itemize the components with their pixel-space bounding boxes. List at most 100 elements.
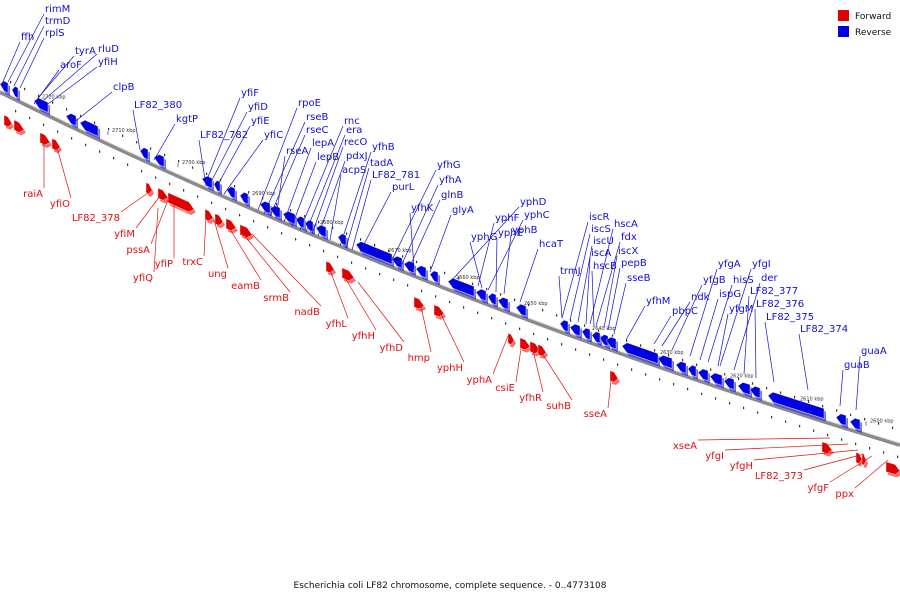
tick-dot [561, 343, 563, 346]
gene-name: recO [344, 137, 368, 148]
leader-line [515, 341, 523, 383]
gene-label: rseB [263, 112, 328, 215]
leader-line [257, 107, 298, 211]
leader-line [798, 333, 809, 391]
tick-dot [897, 455, 899, 458]
gene-label: ppx [835, 459, 889, 500]
tick-dot [85, 143, 87, 147]
gene-name: hscB [593, 261, 617, 272]
gene-name: ung [208, 269, 227, 280]
gene-label: lepB [291, 152, 339, 227]
reverse-gene [767, 391, 826, 422]
gene-name: hcaT [539, 239, 564, 250]
leader-line [7, 13, 45, 83]
gene-label: yphH [437, 307, 465, 374]
tick-dot [505, 322, 507, 325]
gene-name: xseA [673, 441, 697, 452]
tick-dot [248, 191, 250, 194]
tick-dot [813, 429, 815, 432]
gene-label: rplS [19, 28, 65, 89]
leader-line [699, 298, 719, 361]
leader-line [153, 207, 159, 273]
gene-label: trmD [13, 16, 71, 87]
gene-label: yfiE [215, 116, 270, 189]
leader-line [209, 111, 248, 185]
gene-label: hmp [408, 301, 432, 364]
leader-line [33, 69, 60, 105]
tick-dot [24, 87, 26, 91]
gene-name: iscR [589, 212, 609, 223]
tick-dot [892, 426, 894, 429]
gene-name: sseA [584, 409, 608, 420]
gene-label: raiA [23, 140, 45, 200]
leader-line [135, 195, 161, 229]
tick-dot [206, 172, 208, 176]
tick-dot [127, 163, 129, 166]
leader-line [495, 237, 498, 293]
leader-line [429, 214, 452, 273]
gene-name: glyA [452, 205, 474, 216]
gene-label: era [305, 125, 362, 233]
leader-line [561, 221, 589, 319]
leader-line [37, 55, 75, 99]
tick-dot [603, 358, 605, 361]
tick-dot [178, 160, 180, 163]
gene-name: yfgM [729, 304, 753, 315]
gene-label: glnB [409, 190, 463, 267]
reverse-gene [315, 224, 328, 241]
tick-dot [710, 368, 712, 371]
gene-name: guaB [844, 360, 870, 371]
gene-name: ispG [719, 289, 741, 300]
leader-line [469, 241, 483, 289]
tick-dot [365, 267, 367, 270]
gene-label: purL [359, 182, 415, 253]
gene-name: ndk [691, 292, 710, 303]
tick-dot [393, 278, 395, 281]
tick-dot [150, 147, 152, 150]
gene-label: yfgM [717, 304, 753, 367]
gene-label: acpS [329, 165, 366, 241]
gene-label: yphB [503, 225, 538, 295]
gene-label: LF82_380 [132, 100, 182, 151]
reverse-gene [723, 377, 736, 393]
leader-line [317, 160, 346, 237]
reverse-gene [581, 327, 592, 343]
gene-label: rluD [43, 44, 119, 101]
tick-dot [57, 130, 59, 133]
gene-label: rseA [275, 146, 308, 219]
leader-line [653, 315, 672, 345]
gene-label: pepB [607, 258, 647, 331]
gene-name: LF82_782 [200, 130, 248, 141]
gene-name: yfhK [411, 203, 434, 214]
forward-gene [507, 333, 516, 348]
leader-line [854, 459, 889, 489]
reverse-gene [605, 336, 618, 352]
tick-dot [757, 411, 759, 414]
tick-dot [337, 255, 339, 259]
forward-gene [167, 192, 196, 216]
gene-label: ung [208, 219, 229, 280]
leader-line [13, 25, 45, 87]
reverse-gene [11, 86, 20, 101]
gene-name: yfiO [50, 199, 70, 210]
gene-name: rseB [306, 112, 328, 123]
gene-name: yfgH [730, 461, 753, 472]
gene-label: LF82_375 [764, 312, 814, 383]
gene-name: tyrA [75, 46, 96, 57]
gene-label: yfgH [730, 449, 859, 472]
gene-label: yfhM [625, 296, 670, 341]
tick-dot [444, 271, 446, 275]
gene-label: guaB [839, 360, 870, 407]
gene-name: yfhA [439, 175, 462, 186]
gene-label: LF82_782 [198, 130, 248, 187]
gene-name: yfgI [705, 451, 724, 462]
leader-line [283, 147, 312, 223]
leader-line [239, 229, 291, 293]
gene-name: iscU [593, 236, 614, 247]
leader-line [451, 206, 520, 281]
reverse-gene [497, 297, 510, 313]
leader-line [531, 345, 544, 393]
gene-name: trmD [45, 16, 71, 27]
leader-line [577, 245, 593, 323]
leader-line [1, 41, 21, 85]
